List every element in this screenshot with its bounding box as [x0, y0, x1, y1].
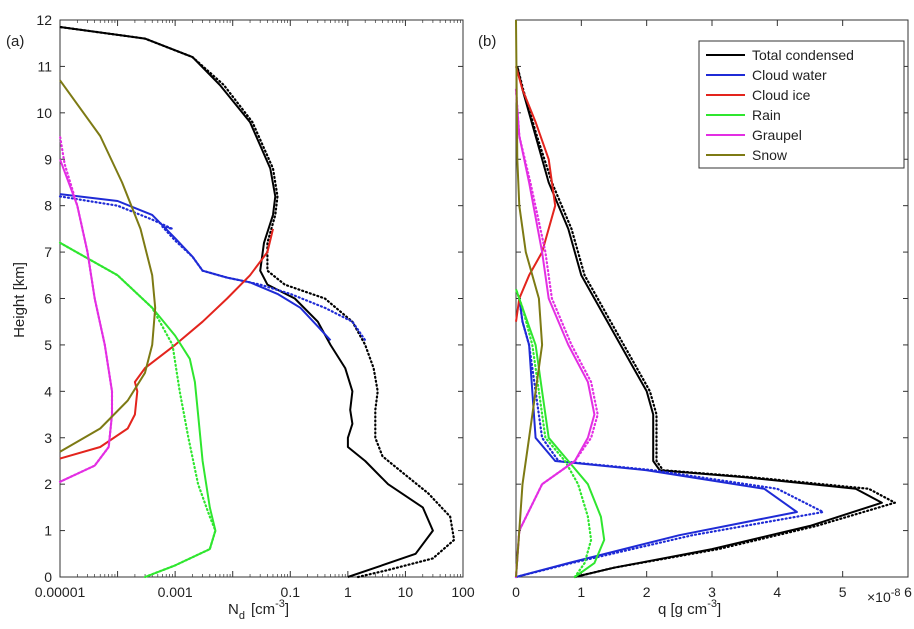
- panel-b-graupel-dotted-line: [514, 88, 599, 579]
- y-axis-label: Height [km]: [11, 262, 28, 338]
- x-tick-label: 10: [398, 584, 414, 600]
- x-label-b-exp: -3: [707, 598, 717, 610]
- panel-a-cloud-ice-line: [59, 228, 274, 460]
- x-label-q: q [g cm: [658, 601, 707, 618]
- legend-label-cloud-water: Cloud water: [752, 67, 827, 83]
- y-tick-label: 7: [44, 244, 52, 260]
- panel-b-total-line: [516, 66, 883, 578]
- panel-b-total-dotted-line: [516, 65, 897, 579]
- x-multiplier: ×10-8: [867, 587, 901, 605]
- x-tick-label: 6: [904, 584, 912, 600]
- panel-a-graupel-dotted-line: [58, 134, 114, 483]
- legend-label-rain: Rain: [752, 107, 781, 123]
- x-tick-label: 0: [512, 584, 520, 600]
- x-axis-label-a: Nd [cm-3]: [228, 598, 289, 622]
- panel-b-cloud-ice-line: [515, 66, 557, 322]
- legend-label-graupel: Graupel: [752, 127, 802, 143]
- legend-box: [698, 40, 905, 169]
- x-label-exp: -3: [275, 598, 285, 610]
- panel-b-cloud-water-dotted-line: [514, 297, 825, 579]
- x-tick-label: 1: [577, 584, 585, 600]
- panel-a-total-line: [59, 26, 434, 578]
- legend-label-total: Total condensed: [752, 47, 854, 63]
- panel-a-snow-line: [59, 79, 157, 453]
- x-tick-label: 3: [708, 584, 716, 600]
- legend-label-snow: Snow: [752, 147, 788, 163]
- panel-b-rain-line: [515, 288, 606, 578]
- x-label-b-close: ]: [717, 601, 721, 618]
- panel-b-label: (b): [478, 33, 496, 50]
- x-tick-label: 2: [643, 584, 651, 600]
- y-tick-label: 0: [44, 569, 52, 585]
- x-tick-label: 0.00001: [35, 584, 86, 600]
- panel-b-series: [514, 19, 897, 579]
- panel-a-series: [58, 25, 456, 579]
- legend-label-cloud-ice: Cloud ice: [752, 87, 811, 103]
- y-tick-label: 4: [44, 383, 52, 399]
- legend: Total condensed Cloud water Cloud ice Rain G…: [698, 40, 905, 169]
- x-tick-label: 0.001: [158, 584, 193, 600]
- panel-b-graupel-line: [515, 89, 596, 578]
- y-tick-label: 3: [44, 430, 52, 446]
- panel-a-label: (a): [6, 33, 24, 50]
- y-tick-label: 5: [44, 337, 52, 353]
- x-tick-label: 5: [839, 584, 847, 600]
- y-tick-label: 8: [44, 198, 52, 214]
- panel-a-rain-dotted-line: [58, 241, 217, 579]
- panel-b-rain-dotted-line: [514, 288, 593, 579]
- x-label-n: N: [228, 601, 239, 618]
- x-axis-label-b: q [g cm-3]: [658, 598, 721, 618]
- panel-b-snow-line: [515, 19, 544, 578]
- x-multiplier-exp: -8: [891, 587, 901, 599]
- y-tick-label: 12: [36, 12, 52, 28]
- y-tick-label: 1: [44, 523, 52, 539]
- y-tick-label: 10: [36, 105, 52, 121]
- x-label-unit: [cm: [251, 601, 275, 618]
- x-multiplier-base: ×10: [867, 589, 891, 605]
- x-tick-label: 100: [451, 584, 475, 600]
- y-tick-label: 9: [44, 151, 52, 167]
- x-tick-label: 4: [773, 584, 781, 600]
- x-tick-label: 0.1: [281, 584, 301, 600]
- x-tick-label: 1: [344, 584, 352, 600]
- y-tick-label: 2: [44, 476, 52, 492]
- panel-a-cloud-water-dotted-line: [58, 195, 367, 342]
- y-tick-label: 6: [44, 291, 52, 307]
- x-label-close: ]: [285, 601, 289, 618]
- panel-a-total-dotted-line: [58, 25, 456, 579]
- x-label-sub: d: [239, 610, 245, 622]
- y-tick-label: 11: [37, 58, 52, 74]
